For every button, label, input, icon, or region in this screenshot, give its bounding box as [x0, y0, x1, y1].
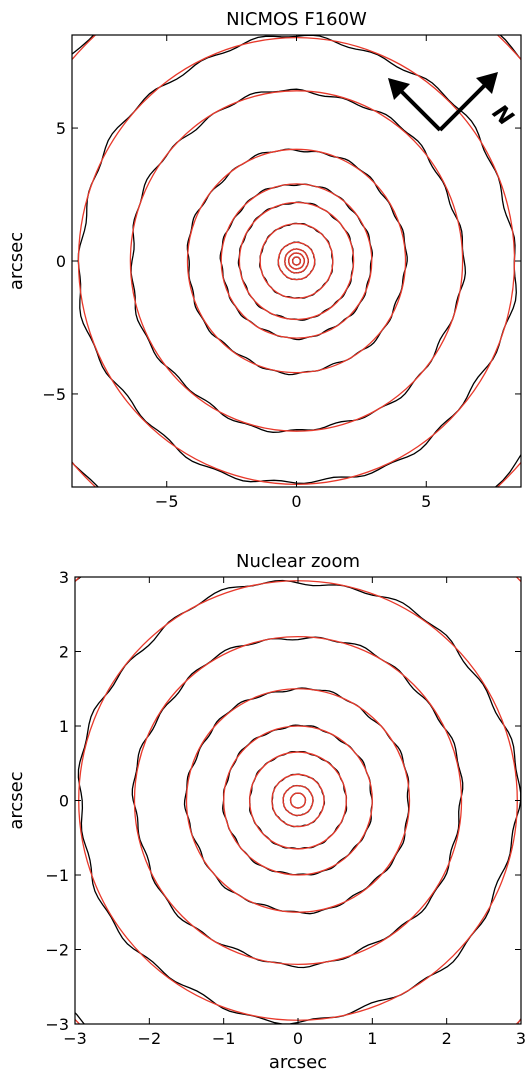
plot-frame [74, 576, 522, 1025]
y-tick-label: −2 [45, 941, 69, 960]
model-ellipse [78, 580, 518, 1021]
data-contour [131, 636, 464, 969]
model-ellipse [220, 183, 373, 339]
model-ellipse [277, 241, 316, 281]
y-tick-label: 5 [56, 119, 66, 138]
x-tick-label: −1 [212, 1029, 236, 1048]
y-tick-label: 0 [59, 792, 69, 811]
model-ellipse [288, 252, 305, 270]
y-tick-label: −3 [45, 1015, 69, 1034]
model-ellipse [238, 201, 355, 321]
x-tick-label: −5 [155, 492, 179, 511]
model-ellipse [282, 784, 314, 817]
model-ellipse [133, 635, 463, 966]
model-ellipse [284, 248, 309, 274]
y-tick-label: 1 [59, 717, 69, 736]
x-tick-label: −2 [138, 1029, 162, 1048]
model-ellipse [289, 792, 307, 809]
x-tick-label: 3 [516, 1029, 526, 1048]
model-ellipse [249, 751, 347, 850]
y-axis-label: arcsec [6, 232, 27, 290]
model-ellipse [291, 256, 302, 266]
model-ellipse [185, 688, 411, 913]
model-ellipse [186, 148, 407, 374]
x-tick-label: 1 [367, 1029, 377, 1048]
y-tick-label: −5 [42, 385, 66, 404]
model-ellipse [271, 773, 325, 828]
compass-north-head [476, 72, 498, 94]
x-tick-label: 5 [421, 492, 431, 511]
panel-title: NICMOS F160W [226, 9, 367, 30]
y-tick-label: 2 [59, 643, 69, 662]
x-tick-label: 0 [291, 492, 301, 511]
x-tick-label: 2 [442, 1029, 452, 1048]
x-tick-label: 0 [293, 1029, 303, 1048]
plot-area [72, 35, 521, 487]
compass-north [438, 76, 494, 132]
x-tick-label: −3 [63, 1029, 87, 1048]
x-axis-label: arcsec [269, 1052, 327, 1073]
compass-label: N [487, 100, 518, 131]
plot-area [75, 577, 521, 1024]
panel: Nuclear zoom −3 −2 −1 0 1 2 3 −3 −2 −1 0 1 2 3 arcsec ar… [6, 551, 526, 1073]
model-ellipse [77, 37, 516, 485]
y-tick-label: −1 [45, 866, 69, 885]
model-ellipse [259, 223, 334, 299]
model-ellipse [223, 725, 373, 876]
y-axis-label: arcsec [6, 771, 27, 829]
y-tick-label: 3 [59, 568, 69, 587]
panel-title: Nuclear zoom [236, 551, 360, 572]
compass-east-head [388, 78, 410, 100]
y-tick-label: 0 [56, 252, 66, 271]
panel: NICMOS F160W −5 0 5 −5 0 5 arcsec N [6, 9, 522, 511]
model-ellipse [129, 90, 464, 432]
plot-frame [71, 34, 522, 488]
